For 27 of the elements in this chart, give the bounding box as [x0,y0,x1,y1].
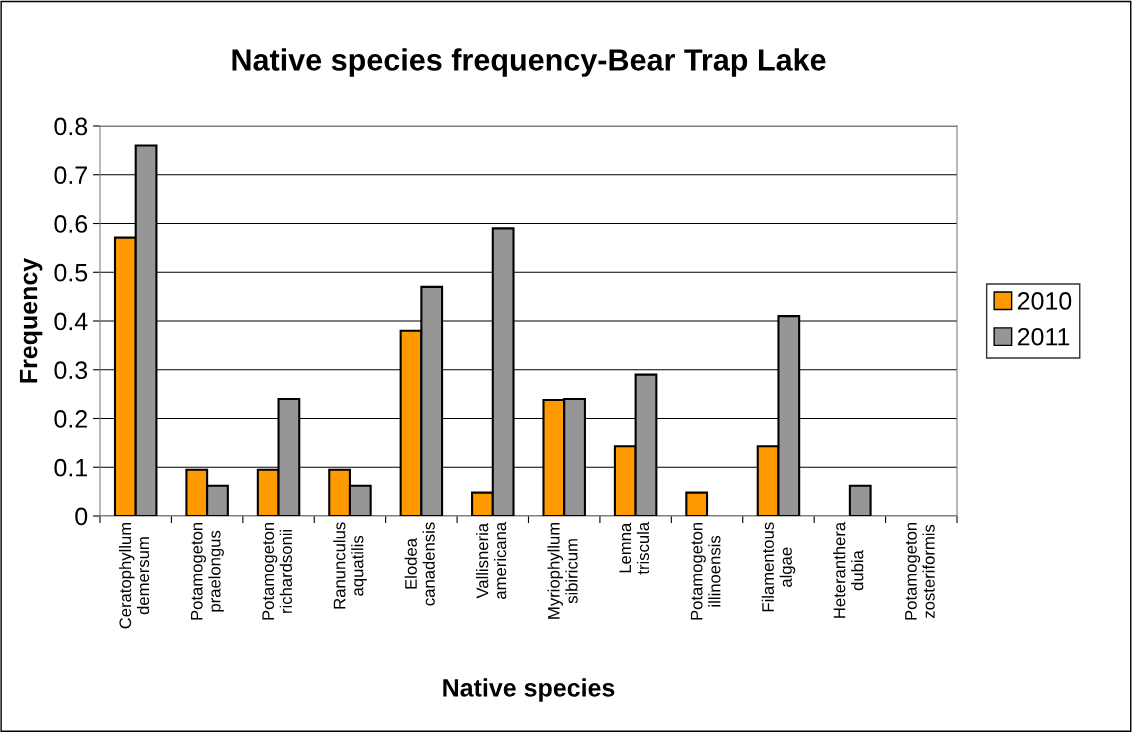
x-tick-label: Elodea canadensis [404,522,435,606]
y-tick-label: 0.1 [54,458,87,477]
x-tick-label: Heteranthera dubia [833,521,864,618]
bar [685,491,709,516]
x-tick-label: Potamogeton zosteriformis [905,522,935,620]
y-tick-label: 0.3 [54,361,88,380]
x-tick-label: Potamogeton illinoensis [690,522,721,620]
chart-title: Native species frequency-Bear Trap Lake [232,48,826,77]
y-tick-label: 0.6 [54,215,88,233]
x-tick-label: Myriophyllum sibiricum [547,522,578,619]
x-tick-label: Filamentous algae [761,522,796,612]
legend-label: 2011 [1017,327,1070,346]
y-tick-label: 0.2 [54,410,87,428]
y-axis-title: Frequency [19,257,43,383]
x-tick-label: Potamogeton richardsonii [262,522,292,620]
y-tick-label: 0 [75,507,88,526]
legend-label: 2010 [1017,292,1072,310]
bar [848,484,872,516]
x-axis-title: Native species [443,678,615,702]
x-tick-label: Vallisneria americana [476,521,507,599]
x-tick-label: Ceratophyllum demersum [118,522,150,629]
y-tick-label: 0.5 [54,263,88,282]
y-tick-label: 0.8 [54,117,88,136]
y-tick-label: 0.7 [54,166,87,185]
x-tick-label: Lemna triscula [619,521,650,575]
y-tick-label: 0.4 [54,312,88,331]
x-tick-label: Ranunculus aquatilis [333,522,367,609]
